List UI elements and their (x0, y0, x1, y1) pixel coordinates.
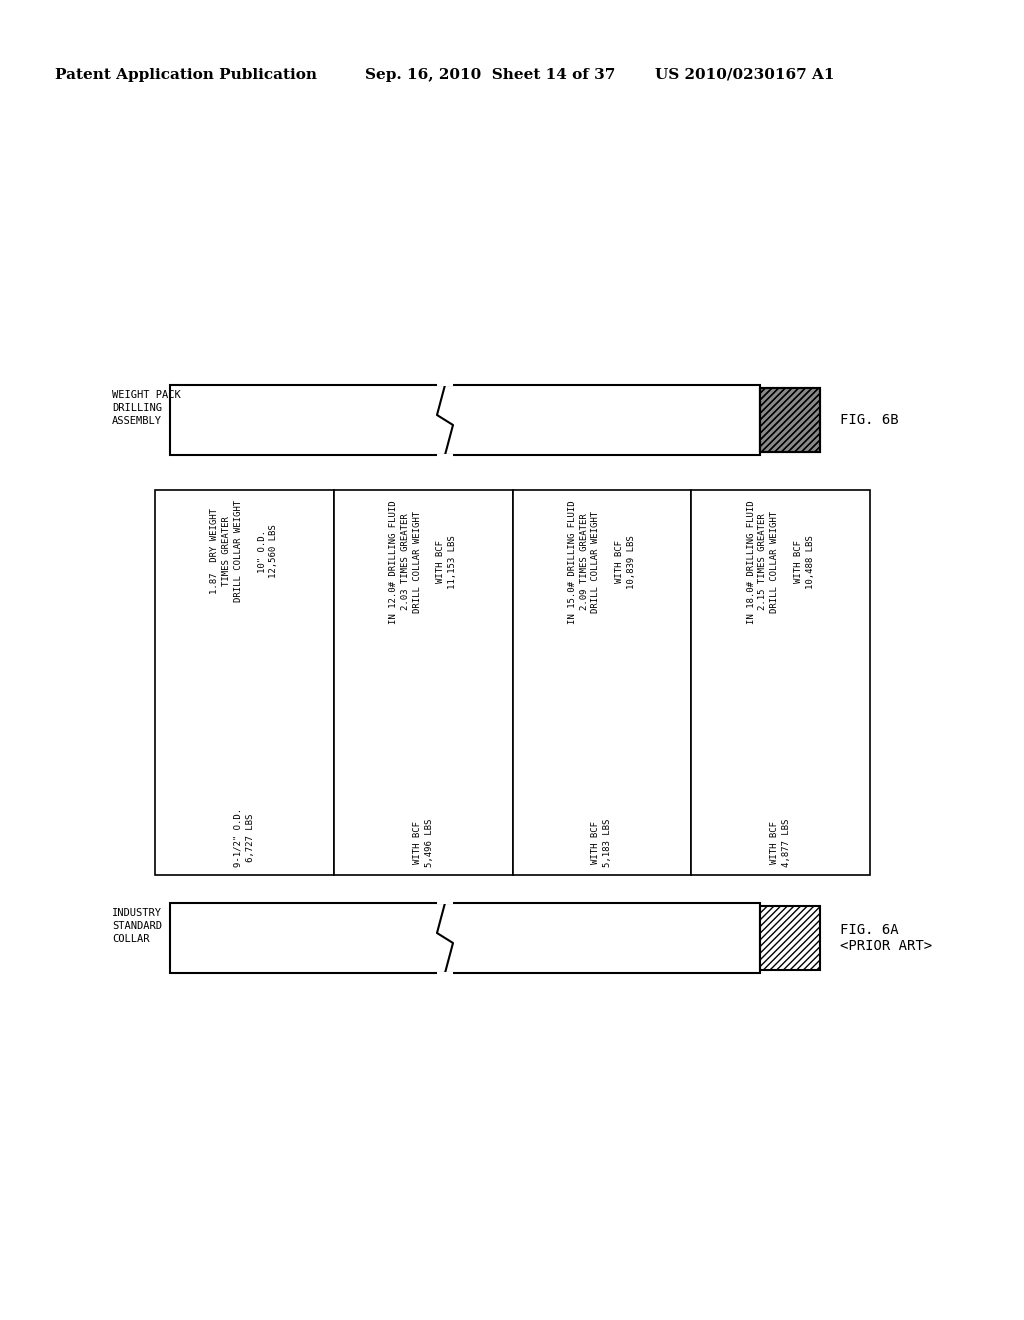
Bar (691, 490, 870, 875)
Text: US 2010/0230167 A1: US 2010/0230167 A1 (655, 69, 835, 82)
Text: WITH BCF
5,496 LBS: WITH BCF 5,496 LBS (413, 818, 433, 867)
Bar (334, 490, 512, 875)
Bar (437, 972, 453, 975)
Bar (437, 383, 453, 385)
Bar (760, 388, 820, 451)
Text: WITH BCF
4,877 LBS: WITH BCF 4,877 LBS (770, 818, 791, 867)
Text: FIG. 6A
<PRIOR ART>: FIG. 6A <PRIOR ART> (840, 923, 932, 953)
Bar (437, 454, 453, 457)
Bar (760, 906, 820, 970)
Text: FIG. 6B: FIG. 6B (840, 413, 899, 426)
Bar (760, 388, 820, 451)
Bar (437, 902, 453, 904)
Text: INDUSTRY
STANDARD
COLLAR: INDUSTRY STANDARD COLLAR (112, 908, 162, 944)
Text: IN 15.0# DRILLING FLUID
2.09 TIMES GREATER
DRILL COLLAR WEIGHT

WITH BCF
10,839 : IN 15.0# DRILLING FLUID 2.09 TIMES GREAT… (568, 500, 636, 623)
Bar (170, 903, 760, 973)
Bar (170, 385, 760, 455)
Text: WITH BCF
5,183 LBS: WITH BCF 5,183 LBS (592, 818, 612, 867)
Text: Patent Application Publication: Patent Application Publication (55, 69, 317, 82)
Text: IN 12.0# DRILLING FLUID
2.03 TIMES GREATER
DRILL COLLAR WEIGHT

WITH BCF
11,153 : IN 12.0# DRILLING FLUID 2.03 TIMES GREAT… (389, 500, 457, 623)
Bar (155, 490, 334, 875)
Text: WEIGHT PACK
DRILLING
ASSEMBLY: WEIGHT PACK DRILLING ASSEMBLY (112, 389, 181, 426)
Text: IN 18.0# DRILLING FLUID
2.15 TIMES GREATER
DRILL COLLAR WEIGHT

WITH BCF
10,488 : IN 18.0# DRILLING FLUID 2.15 TIMES GREAT… (746, 500, 815, 623)
Text: 9-1/2" O.D.
6,727 LBS: 9-1/2" O.D. 6,727 LBS (233, 808, 255, 867)
Bar (512, 490, 691, 875)
Text: Sep. 16, 2010  Sheet 14 of 37: Sep. 16, 2010 Sheet 14 of 37 (365, 69, 615, 82)
Bar (760, 388, 820, 451)
Text: 1.87  DRY WEIGHT
TIMES GREATER
DRILL COLLAR WEIGHT

10" O.D.
12,560 LBS: 1.87 DRY WEIGHT TIMES GREATER DRILL COLL… (210, 500, 279, 602)
